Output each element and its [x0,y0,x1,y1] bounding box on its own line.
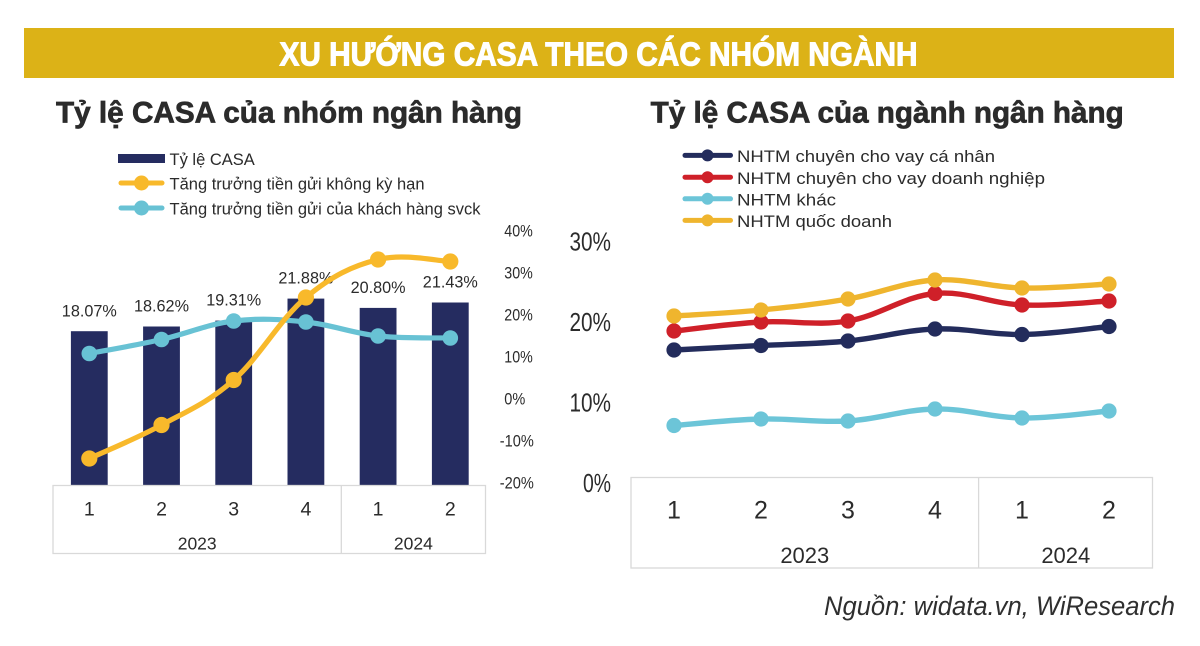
svg-text:20%: 20% [570,307,612,337]
svg-text:Nguồn: widata.vn, WiResearch: Nguồn: widata.vn, WiResearch [824,591,1175,621]
svg-text:30%: 30% [570,226,612,256]
svg-text:2: 2 [754,497,768,525]
svg-text:20.80%: 20.80% [351,278,406,297]
svg-text:2: 2 [445,499,456,521]
svg-text:Tỷ lệ CASA của ngành ngân hàng: Tỷ lệ CASA của ngành ngân hàng [651,97,1124,130]
svg-text:2023: 2023 [780,543,829,568]
svg-text:1: 1 [667,497,681,525]
svg-text:1: 1 [373,499,384,521]
svg-text:Tăng trưởng tiền gửi của khách: Tăng trưởng tiền gửi của khách hàng svck [170,201,482,219]
svg-text:2024: 2024 [1041,543,1090,568]
svg-text:3: 3 [841,497,855,525]
svg-text:0%: 0% [583,468,611,498]
svg-text:0%: 0% [504,390,525,409]
svg-text:NHTM chuyên cho vay cá nhân: NHTM chuyên cho vay cá nhân [737,147,995,166]
svg-text:30%: 30% [504,264,533,283]
svg-text:Tăng trưởng tiền gửi không kỳ: Tăng trưởng tiền gửi không kỳ hạn [170,176,425,194]
svg-text:2: 2 [156,499,167,521]
svg-text:-20%: -20% [500,474,534,493]
svg-text:21.88%: 21.88% [278,269,333,288]
svg-text:20%: 20% [504,306,533,325]
svg-text:4: 4 [300,499,311,521]
svg-text:10%: 10% [570,387,612,417]
svg-text:1: 1 [84,499,95,521]
svg-text:NHTM chuyên cho vay doanh nghi: NHTM chuyên cho vay doanh nghiệp [737,169,1045,188]
svg-text:3: 3 [228,499,239,521]
svg-text:2: 2 [1102,497,1116,525]
svg-text:2023: 2023 [178,533,217,553]
svg-text:18.07%: 18.07% [62,301,117,320]
svg-text:NHTM khác: NHTM khác [737,190,837,209]
svg-text:2024: 2024 [394,533,433,553]
svg-text:18.62%: 18.62% [134,297,189,316]
svg-text:1: 1 [1015,497,1029,525]
svg-text:XU HƯỚNG CASA THEO CÁC NHÓM NG: XU HƯỚNG CASA THEO CÁC NHÓM NGÀNH [280,36,918,74]
svg-text:4: 4 [928,497,942,525]
svg-text:19.31%: 19.31% [206,291,261,310]
svg-text:40%: 40% [504,222,533,241]
svg-text:NHTM quốc doanh: NHTM quốc doanh [737,212,892,231]
svg-text:-10%: -10% [500,432,534,451]
svg-text:21.43%: 21.43% [423,273,478,292]
svg-text:Tỷ lệ CASA: Tỷ lệ CASA [170,151,255,169]
svg-text:10%: 10% [504,348,533,367]
svg-text:Tỷ lệ CASA của nhóm ngân hàng: Tỷ lệ CASA của nhóm ngân hàng [56,97,522,130]
